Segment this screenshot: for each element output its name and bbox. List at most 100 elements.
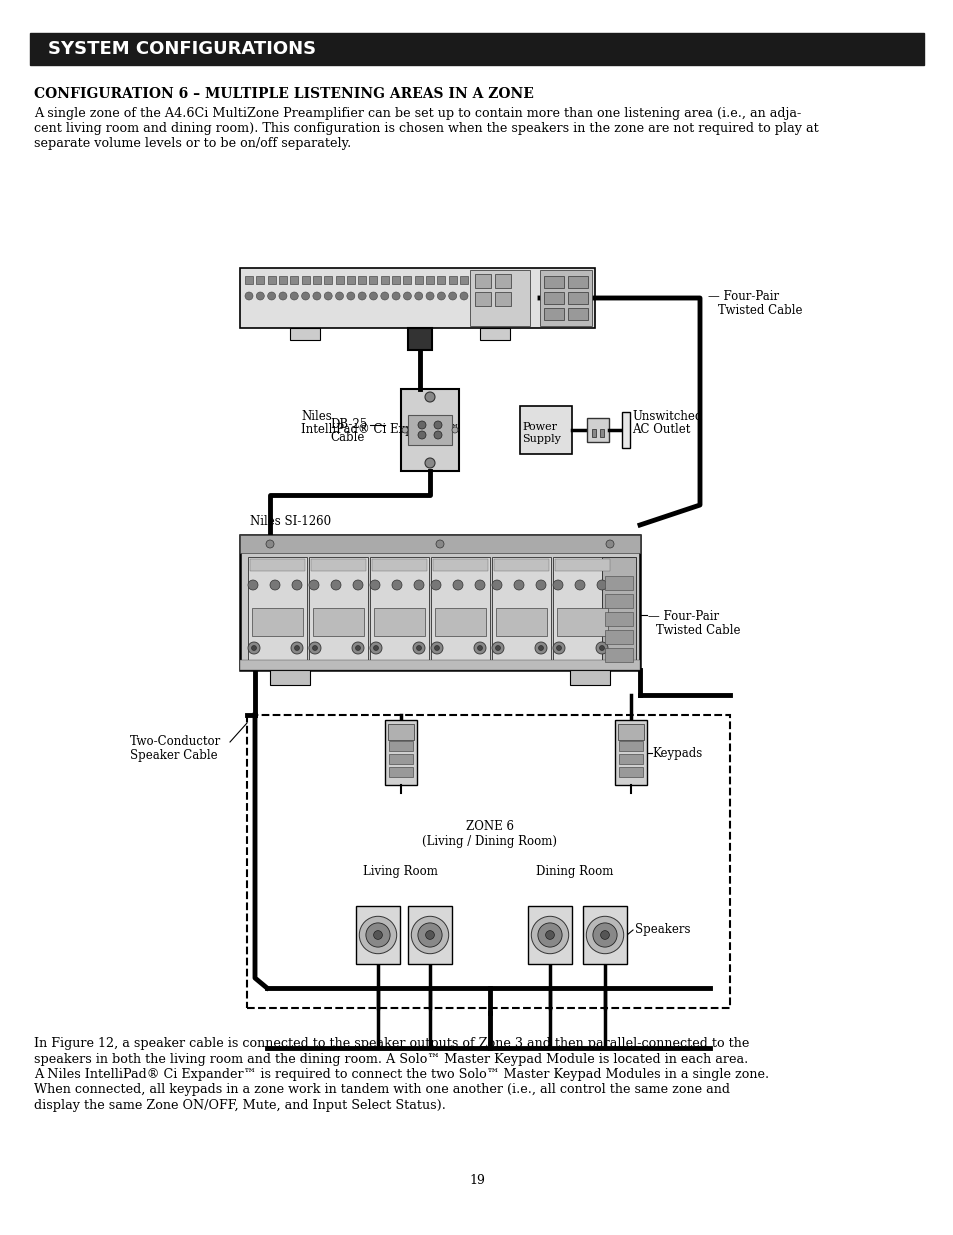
Bar [539,270,592,326]
Bar [557,608,607,636]
Circle shape [313,291,320,300]
Circle shape [575,580,584,590]
Circle shape [268,291,275,300]
Circle shape [477,646,482,651]
Circle shape [475,580,484,590]
Circle shape [545,931,554,940]
Bar [240,659,639,671]
Bar [372,559,427,571]
Bar [479,329,510,340]
Bar [431,557,490,666]
Bar [555,559,609,571]
Text: Twisted Cable: Twisted Cable [718,304,801,317]
Text: Keypads: Keypads [651,746,701,760]
Circle shape [278,291,287,300]
Circle shape [536,580,545,590]
Text: 19: 19 [469,1173,484,1187]
Circle shape [370,580,379,590]
Circle shape [453,580,462,590]
Bar [389,755,413,764]
Bar [495,291,511,306]
Circle shape [586,916,623,953]
Text: A Niles IntelliPad® Ci Expander™ is required to connect the two Solo™ Master Key: A Niles IntelliPad® Ci Expander™ is requ… [34,1068,768,1081]
Text: Niles SI-1260: Niles SI-1260 [250,515,331,529]
Circle shape [370,642,381,655]
Bar [408,415,452,445]
Bar [389,767,413,777]
Bar [586,417,608,442]
Circle shape [598,646,604,651]
Circle shape [452,427,457,433]
Circle shape [592,923,617,947]
Text: When connected, all keypads in a zone work in tandem with one another (i.e., all: When connected, all keypads in a zone wo… [34,1083,729,1097]
Bar [582,906,626,963]
Bar [618,724,643,740]
Bar [599,429,603,437]
Bar [240,535,639,671]
Bar [604,576,633,590]
Circle shape [374,646,378,651]
Circle shape [411,916,448,953]
Circle shape [448,291,456,300]
Circle shape [553,580,562,590]
Bar [380,275,389,284]
Circle shape [413,642,424,655]
Circle shape [605,540,614,548]
Bar [618,767,642,777]
Bar [311,559,366,571]
Circle shape [292,580,302,590]
Bar [543,308,563,320]
Bar [268,275,275,284]
Bar [240,268,595,329]
Circle shape [309,642,320,655]
Text: A single zone of the A4.6Ci MultiZone Preamplifier can be set up to contain more: A single zone of the A4.6Ci MultiZone Pr… [34,107,801,120]
Circle shape [596,642,607,655]
Bar [250,559,305,571]
Text: Twisted Cable: Twisted Cable [656,624,740,637]
Bar [601,557,636,666]
Circle shape [436,540,443,548]
Bar [30,33,923,65]
Circle shape [401,427,408,433]
Bar [403,275,411,284]
Circle shape [353,580,363,590]
Bar [604,630,633,643]
Circle shape [434,646,439,651]
Circle shape [417,421,426,429]
Bar [553,557,612,666]
Text: speakers in both the living room and the dining room. A Solo™ Master Keypad Modu: speakers in both the living room and the… [34,1052,747,1066]
Circle shape [434,431,441,438]
Text: DB-25: DB-25 [330,417,367,431]
Text: Supply: Supply [521,433,560,445]
Circle shape [245,291,253,300]
Circle shape [309,580,318,590]
Text: cent living room and dining room). This configuration is chosen when the speaker: cent living room and dining room). This … [34,122,818,135]
Text: Speaker Cable: Speaker Cable [130,748,217,762]
Bar [543,275,563,288]
Circle shape [324,291,332,300]
Circle shape [366,923,390,947]
Bar [426,275,434,284]
Circle shape [424,391,435,403]
Bar [252,608,303,636]
Circle shape [537,923,561,947]
Bar [335,275,343,284]
Circle shape [248,580,257,590]
Text: AC Outlet: AC Outlet [631,424,690,436]
Bar [519,406,572,454]
Bar [448,275,456,284]
Circle shape [359,916,396,953]
Text: (Living / Dining Room): (Living / Dining Room) [422,835,557,848]
Bar [527,906,572,963]
Circle shape [294,646,299,651]
Circle shape [417,431,426,438]
Bar [313,275,320,284]
Text: CONFIGURATION 6 – MULTIPLE LISTENING AREAS IN A ZONE: CONFIGURATION 6 – MULTIPLE LISTENING ARE… [34,86,534,101]
Bar [357,275,366,284]
Circle shape [301,291,310,300]
Bar [592,429,596,437]
Circle shape [352,642,364,655]
Circle shape [474,642,485,655]
Circle shape [369,291,377,300]
Text: ZONE 6: ZONE 6 [465,820,514,832]
